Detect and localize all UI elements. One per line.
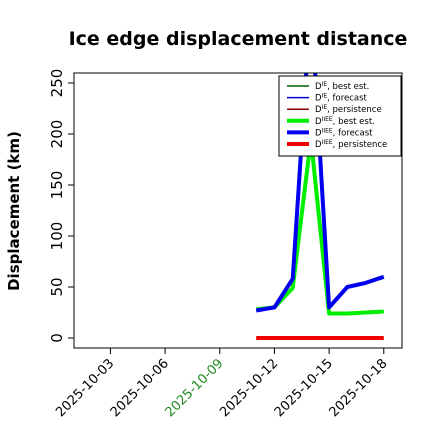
plot-area — [255, 73, 385, 340]
chart-title: Ice edge displacement distance — [69, 28, 408, 50]
legend-entry: DIIEE, best est. — [315, 116, 375, 127]
legend-entry: DIIEE, persistence — [315, 139, 387, 150]
y-axis: 0 50 100 150 200 250 — [48, 69, 74, 343]
legend-entry: DIIEE, forecast — [315, 127, 373, 138]
x-tick-label: 2025-10-18 — [327, 356, 391, 420]
legend-entry: DIE, forecast — [315, 93, 368, 104]
plot-frame — [73, 72, 403, 349]
y-axis-label: Displacement (km) — [5, 131, 23, 291]
x-axis: 2025-10-032025-10-062025-10-092025-10-12… — [53, 348, 391, 420]
y-tick-label: 50 — [48, 277, 66, 296]
legend-entry: DIE, persistence — [315, 104, 382, 115]
legend-entry: DIE, best est. — [315, 81, 369, 92]
y-tick-label: 200 — [48, 120, 66, 149]
y-tick-label: 250 — [48, 69, 66, 98]
y-tick-label: 100 — [48, 222, 66, 251]
y-tick-label: 0 — [48, 333, 66, 343]
y-tick-label: 150 — [48, 171, 66, 200]
